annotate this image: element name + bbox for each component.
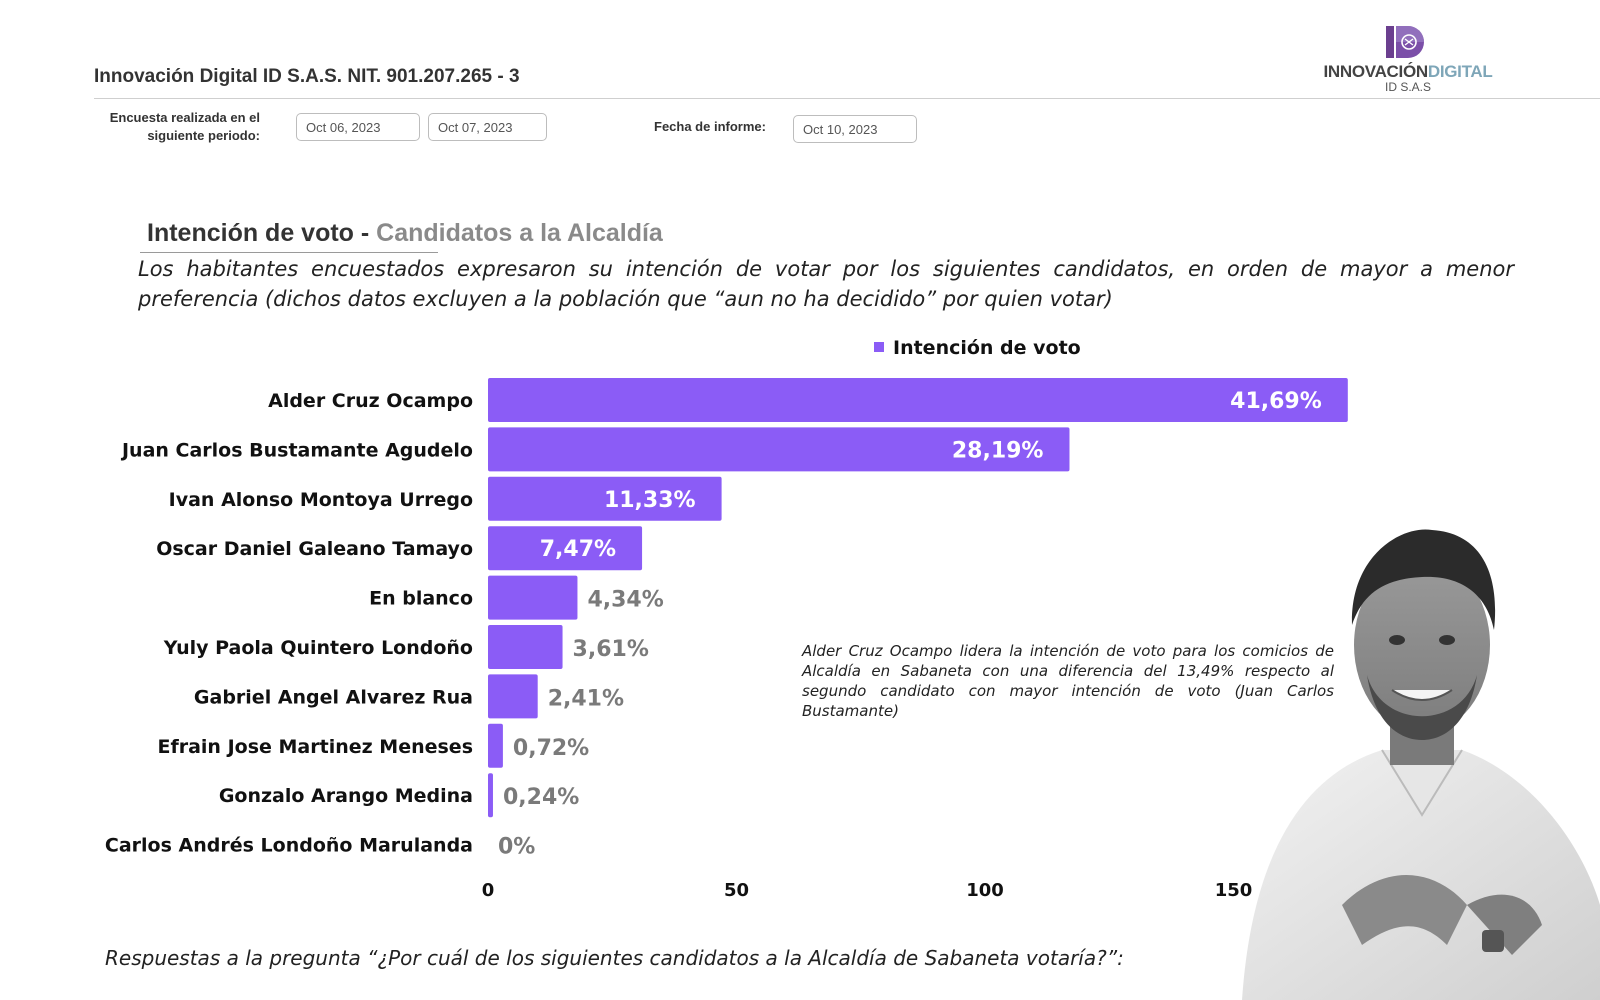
company-logo: INNOVACIÓNDIGITAL ID S.A.S [1318, 22, 1498, 98]
bar [488, 773, 493, 818]
bar [488, 476, 722, 521]
data-label: 28,19% [952, 438, 1044, 463]
category-label: Gabriel Angel Alvarez Rua [194, 686, 473, 708]
end-date-field[interactable]: Oct 07, 2023 [428, 113, 547, 141]
bar [488, 427, 1070, 472]
survey-question: Respuestas a la pregunta “¿Por cuál de l… [105, 946, 1124, 970]
category-label: Ivan Alonso Montoya Urrego [169, 489, 473, 511]
data-label: 7,47% [540, 537, 616, 562]
start-date-field[interactable]: Oct 06, 2023 [296, 113, 420, 141]
data-label: 11,33% [604, 488, 696, 513]
data-label: 2,41% [548, 686, 624, 711]
category-label: Juan Carlos Bustamante Agudelo [120, 439, 473, 461]
category-label: Efrain Jose Martinez Meneses [157, 736, 473, 758]
x-tick-label: 100 [966, 880, 1004, 901]
category-label: En blanco [369, 588, 473, 610]
bar [488, 526, 643, 571]
report-date-label: Fecha de informe: [654, 119, 766, 134]
bar [488, 575, 578, 620]
report-date-field[interactable]: Oct 10, 2023 [793, 115, 917, 143]
company-header: Innovación Digital ID S.A.S. NIT. 901.20… [94, 66, 520, 87]
data-label: 3,61% [573, 637, 649, 662]
x-tick-label: 150 [1215, 880, 1253, 901]
logo-icon [1386, 26, 1424, 58]
legend-swatch [874, 342, 884, 352]
logo-subtitle: ID S.A.S [1384, 80, 1431, 94]
category-label: Carlos Andrés Londoño Marulanda [105, 835, 473, 857]
title-underline [140, 252, 438, 253]
bar [488, 723, 503, 768]
title-sub: Candidatos a la Alcaldía [376, 219, 663, 247]
data-label: 41,69% [1230, 389, 1322, 414]
data-label: 0,72% [513, 736, 589, 761]
category-label: Yuly Paola Quintero Londoño [163, 637, 473, 659]
header-divider [94, 98, 1600, 99]
category-label: Oscar Daniel Galeano Tamayo [156, 538, 473, 560]
bar [488, 674, 538, 719]
bar [488, 378, 1348, 422]
logo-wordmark: INNOVACIÓNDIGITAL [1323, 62, 1493, 81]
legend-label: Intención de voto [893, 337, 1081, 359]
title-main: Intención de voto - [147, 219, 377, 247]
data-label: 0% [498, 835, 535, 860]
chart-title: Intención de voto - Candidatos a la Alca… [147, 219, 663, 248]
chart-subtitle: Los habitantes encuestados expresaron su… [138, 257, 1514, 311]
period-label: Encuesta realizada en el siguiente perio… [109, 110, 260, 143]
x-tick-label: 50 [724, 880, 749, 901]
candidate-photo [1242, 529, 1600, 1000]
data-label: 0,24% [503, 785, 579, 810]
chart-note: Alder Cruz Ocampo lidera la intención de… [802, 642, 1334, 720]
category-label: Gonzalo Arango Medina [219, 785, 473, 807]
category-label: Alder Cruz Ocampo [268, 390, 473, 412]
bar [488, 625, 563, 669]
x-tick-label: 0 [482, 880, 495, 901]
data-label: 4,34% [587, 588, 663, 613]
